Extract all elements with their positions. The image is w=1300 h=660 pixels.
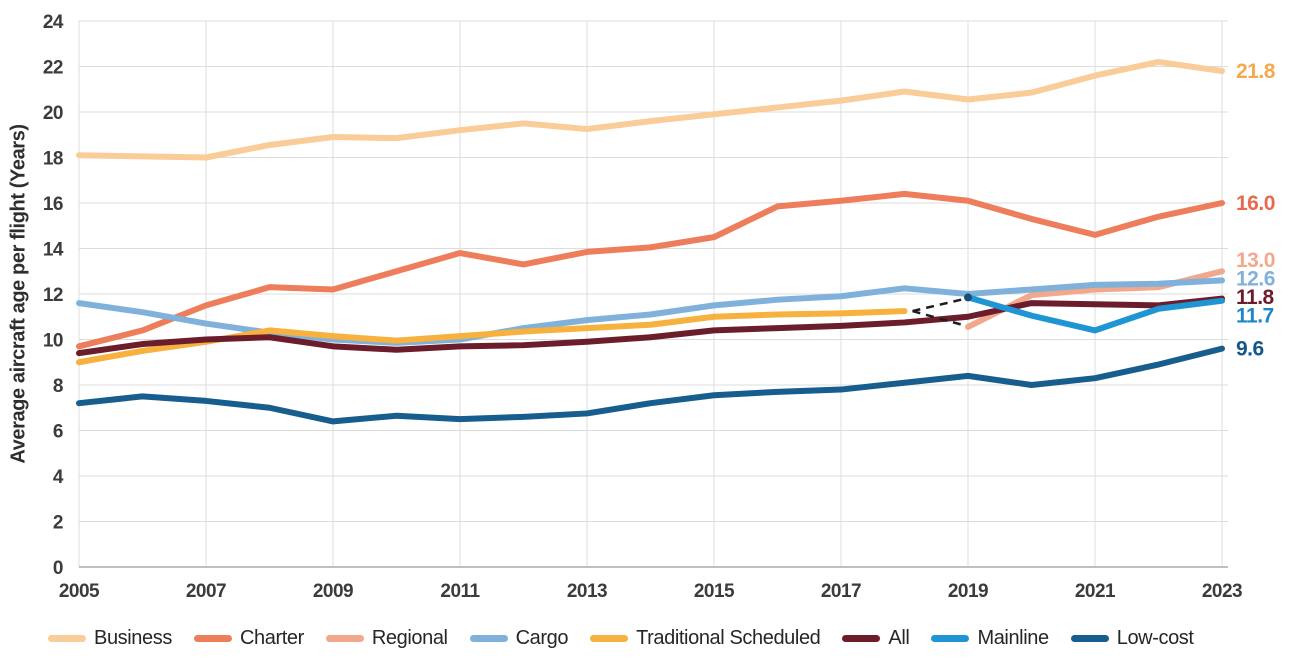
legend-item-charter: Charter xyxy=(193,626,304,650)
end-label-all: 11.8 xyxy=(1236,286,1275,309)
series-line-low-cost xyxy=(76,345,1225,425)
legend-item-traditional-scheduled: Traditional Scheduled xyxy=(590,626,821,650)
y-tick-label: 0 xyxy=(53,558,63,579)
legend-item-mainline: Mainline xyxy=(931,626,1049,650)
legend-swatch-business xyxy=(48,634,86,642)
legend-swatch-cargo xyxy=(469,634,508,642)
legend-label-all: All xyxy=(888,626,910,649)
y-tick-label: 8 xyxy=(53,376,63,397)
end-label-low-cost: 9.6 xyxy=(1236,338,1264,361)
x-tick-label: 2023 xyxy=(1202,581,1242,602)
x-tick-label: 2007 xyxy=(186,581,226,602)
series-line-charter xyxy=(76,190,1225,350)
legend-swatch-charter xyxy=(193,634,232,642)
legend-label-business: Business xyxy=(94,626,172,649)
y-tick-label: 20 xyxy=(43,103,63,124)
legend-item-all: All xyxy=(842,626,910,650)
series-line-business xyxy=(76,58,1225,161)
end-label-cargo: 12.6 xyxy=(1236,267,1275,290)
y-tick-label: 22 xyxy=(43,58,63,79)
end-label-charter: 16.0 xyxy=(1236,192,1275,215)
y-tick-label: 2 xyxy=(53,513,63,534)
legend-label-charter: Charter xyxy=(239,626,304,649)
legend-swatch-traditional-scheduled xyxy=(590,634,629,642)
x-tick-label: 2019 xyxy=(948,581,988,602)
y-tick-label: 6 xyxy=(53,422,63,443)
x-tick-label: 2009 xyxy=(313,581,353,602)
series-transition-dashed-line xyxy=(912,309,967,328)
legend-swatch-all xyxy=(842,634,881,642)
legend-item-business: Business xyxy=(48,627,172,650)
y-tick-label: 16 xyxy=(43,194,63,215)
legend-label-regional: Regional xyxy=(371,626,448,649)
legend-swatch-low-cost xyxy=(1070,634,1109,642)
legend-label-cargo: Cargo xyxy=(515,626,569,649)
series-line-all xyxy=(76,295,1225,357)
x-tick-label: 2005 xyxy=(59,581,100,602)
y-tick-label: 24 xyxy=(43,12,64,33)
end-label-mainline: 11.7 xyxy=(1236,304,1274,327)
x-tick-label: 2021 xyxy=(1075,581,1116,602)
y-tick-label: 14 xyxy=(43,240,64,261)
legend-item-regional: Regional xyxy=(325,626,448,650)
series-line-traditional-scheduled xyxy=(76,308,908,366)
legend-label-low-cost: Low-cost xyxy=(1116,626,1194,649)
legend: Business Charter Regional Cargo Traditional … xyxy=(48,620,1290,656)
y-tick-label: 12 xyxy=(43,285,63,306)
legend-label-mainline: Mainline xyxy=(977,626,1049,649)
x-tick-label: 2017 xyxy=(821,581,861,602)
y-tick-label: 4 xyxy=(53,467,64,488)
y-tick-label: 18 xyxy=(43,149,63,170)
x-tick-label: 2013 xyxy=(567,581,607,602)
legend-item-cargo: Cargo xyxy=(469,626,569,650)
legend-swatch-mainline xyxy=(931,634,970,642)
y-tick-label: 10 xyxy=(43,331,63,352)
x-tick-label: 2015 xyxy=(694,581,735,602)
legend-label-traditional-scheduled: Traditional Scheduled xyxy=(636,626,821,649)
mainline-start-marker xyxy=(964,293,972,302)
series-transition-dashed-line xyxy=(912,297,967,313)
end-label-regional: 13.0 xyxy=(1236,249,1275,272)
legend-item-low-cost: Low-cost xyxy=(1070,626,1194,650)
x-tick-label: 2011 xyxy=(440,581,480,602)
series-line-mainline xyxy=(965,294,1225,334)
end-label-business: 21.8 xyxy=(1236,60,1276,83)
legend-swatch-regional xyxy=(325,634,364,642)
